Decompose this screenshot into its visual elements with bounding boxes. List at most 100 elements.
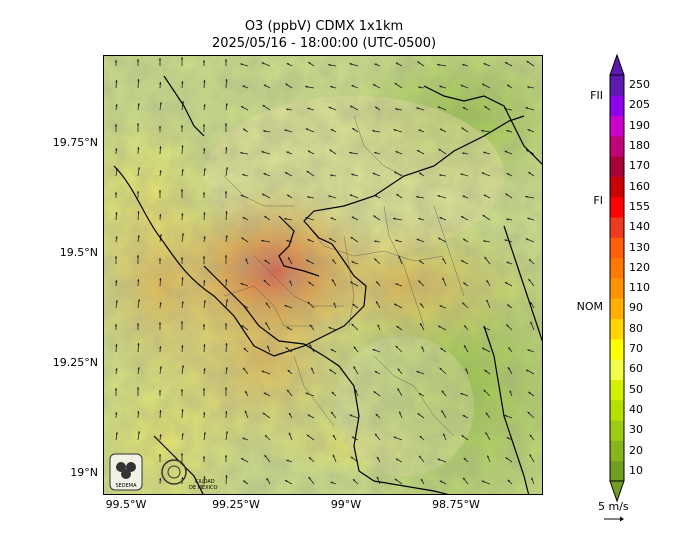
wind-arrow-head <box>285 83 288 86</box>
wind-arrow-head <box>181 169 184 172</box>
wind-arrow-head <box>306 434 310 437</box>
colorbar-segment <box>610 338 624 360</box>
wind-arrow-head <box>203 344 206 347</box>
wind-arrow-head <box>158 126 162 129</box>
wind-arrow-head <box>202 388 206 391</box>
wind-arrow-head <box>224 387 228 390</box>
wind-arrow-head <box>137 367 140 370</box>
wind-arrow-head <box>181 365 185 368</box>
wind-arrow-head <box>136 255 140 258</box>
wind-arrow-head <box>181 433 184 436</box>
wind-arrow-head <box>285 347 288 350</box>
ozone-map[interactable]: SEDEMA CIUDAD DE MÉXICO <box>103 55 543 495</box>
wind-arrow-head <box>159 346 162 349</box>
colorbar-segment <box>610 196 624 218</box>
wind-arrow-head <box>181 213 184 216</box>
wind-arrow-head <box>528 172 531 175</box>
wind-arrow-head <box>395 345 398 349</box>
wind-arrow-head <box>225 167 229 170</box>
wind-arrow-head <box>225 279 228 282</box>
wind-arrow-head <box>159 302 162 305</box>
wind-arrow-head <box>264 435 268 438</box>
wind-arrow-head <box>159 170 162 173</box>
wind-arrow-head <box>438 325 441 328</box>
colorbar-segment <box>610 176 624 198</box>
wind-arrow-head <box>307 107 310 110</box>
colorbar-tick-label: 180 <box>629 139 650 153</box>
wind-arrow-head <box>261 151 264 154</box>
wind-arrow-head <box>393 217 396 220</box>
colorbar-segment <box>610 460 624 482</box>
colorbar-tick-label: 10 <box>629 463 643 477</box>
wind-arrow-head <box>136 387 140 390</box>
wind-arrow-head <box>420 323 423 326</box>
wind-arrow-head <box>351 173 354 176</box>
wind-arrow-head <box>527 349 530 352</box>
wind-arrow-head <box>330 129 334 132</box>
wind-arrow-head <box>330 174 333 177</box>
colorbar-tick-label: 80 <box>629 321 643 335</box>
category-fi: FI <box>593 194 603 207</box>
x-tick-99: 99°W <box>330 498 362 511</box>
wind-arrow-head <box>505 457 508 460</box>
wind-arrow-head <box>288 257 291 260</box>
wind-arrow-head <box>284 217 287 221</box>
colorbar-tick-label: 120 <box>629 260 650 274</box>
wind-arrow-head <box>242 173 245 177</box>
wind-arrow-head <box>245 390 248 394</box>
wind-arrow-head <box>481 172 485 175</box>
wind-arrow-head <box>306 170 310 174</box>
wind-arrow-head <box>351 261 354 264</box>
wind-arrow-head <box>442 277 445 281</box>
wind-arrow-head <box>419 455 422 459</box>
wind-arrow-head <box>137 167 141 170</box>
wind-arrow-head <box>442 257 445 261</box>
wind-arrow-head <box>463 282 466 285</box>
wind-arrow-head <box>395 151 399 154</box>
wind-arrow-head <box>181 145 184 148</box>
wind-arrow-head <box>286 327 290 330</box>
wind-arrow-head <box>462 415 466 418</box>
wind-arrow-head <box>309 324 312 327</box>
wind-arrow-head <box>485 412 488 415</box>
ozone-field: SEDEMA CIUDAD DE MÉXICO <box>104 56 542 494</box>
wind-arrow-head <box>114 60 118 63</box>
wind-arrow-head <box>373 215 376 218</box>
wind-arrow-head <box>395 458 399 461</box>
wind-arrow-head <box>376 281 379 284</box>
wind-arrow-head <box>509 390 512 393</box>
wind-arrow-head <box>224 123 228 126</box>
wind-arrow-head <box>396 325 399 329</box>
wind-arrow-head <box>487 455 490 459</box>
wind-arrow-head <box>439 217 443 220</box>
wind-arrow-head <box>328 238 332 241</box>
wind-arrow-head <box>421 478 424 482</box>
wind-arrow-head <box>263 130 266 133</box>
wind-arrow-head <box>525 238 529 241</box>
wind-arrow-head <box>355 389 358 393</box>
colorbar-tick-label: 50 <box>629 382 643 396</box>
wind-arrow-head <box>225 343 228 346</box>
wind-arrow-head <box>528 391 531 395</box>
wind-arrow-head <box>395 239 398 242</box>
wind-arrow-head <box>505 193 508 196</box>
colorbar-tick-label: 90 <box>629 301 643 315</box>
svg-text:SEDEMA: SEDEMA <box>115 483 137 489</box>
wind-arrow-head <box>203 80 206 83</box>
x-tick-99-5: 99.5°W <box>105 498 147 511</box>
wind-arrow-head <box>158 58 162 61</box>
wind-arrow-head <box>330 85 333 89</box>
wind-arrow-head <box>351 216 355 219</box>
wind-arrow-head <box>225 211 228 214</box>
wind-arrow-head <box>287 389 290 393</box>
wind-arrow-head <box>284 172 288 175</box>
wind-arrow-head <box>115 368 118 371</box>
colorbar-tick-label: 70 <box>629 342 643 356</box>
wind-arrow-head <box>527 411 530 415</box>
svg-text:DE MÉXICO: DE MÉXICO <box>189 483 217 491</box>
wind-arrow-head <box>263 173 267 176</box>
wind-arrow-head <box>417 413 420 416</box>
wind-arrow-head <box>284 480 288 483</box>
wind-arrow-head <box>263 392 267 395</box>
colorbar-segment <box>610 217 624 238</box>
